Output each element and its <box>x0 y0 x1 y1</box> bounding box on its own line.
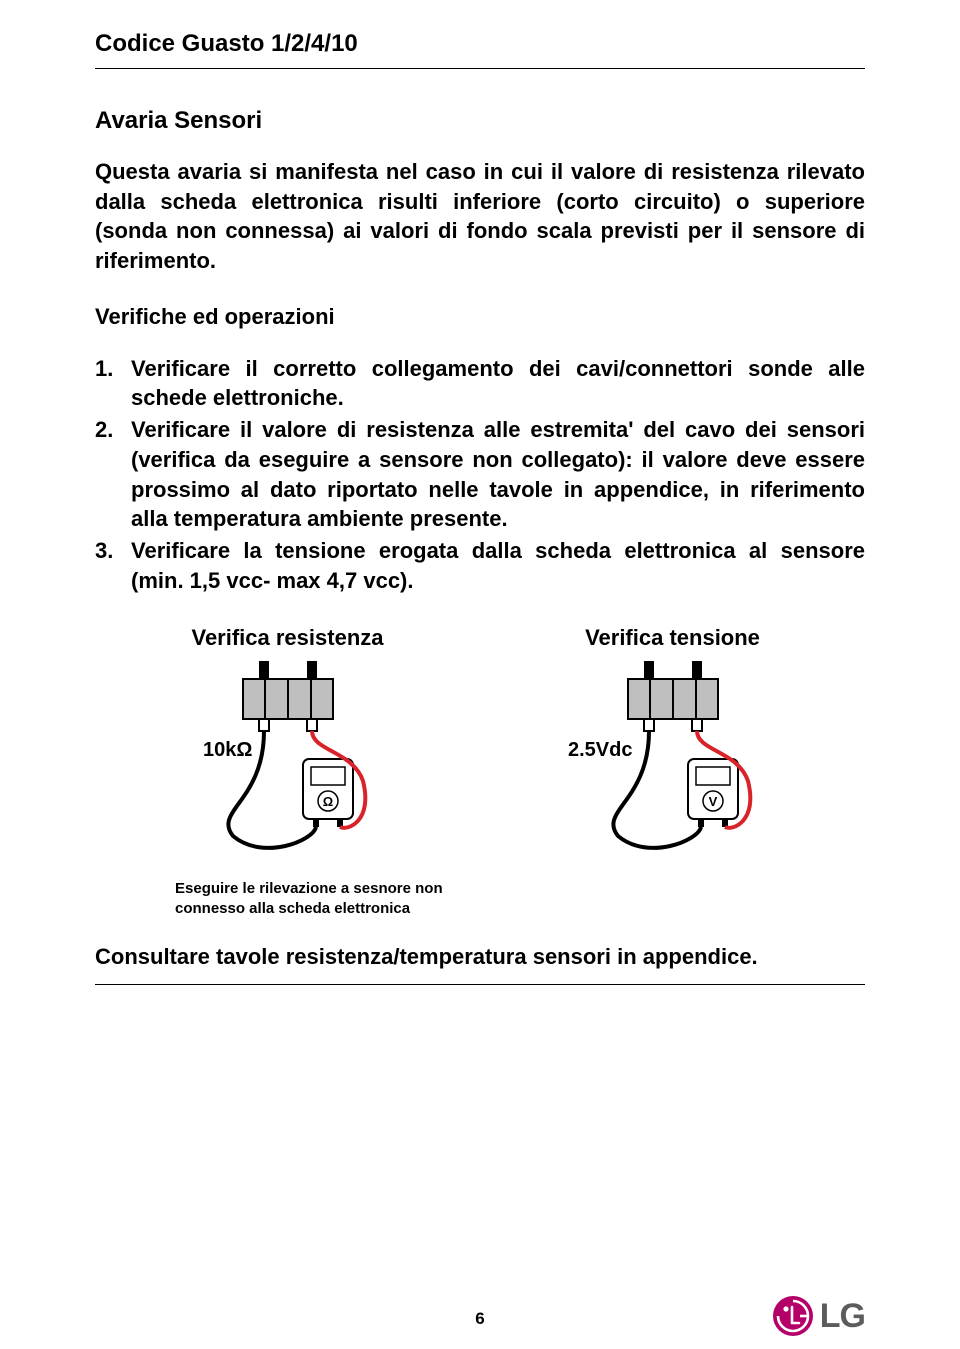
reading-text: 10kΩ <box>203 739 252 761</box>
diagrams-row: Verifica resistenza 10kΩ Ω <box>95 625 865 861</box>
diagram-label: Verifica tensione <box>585 625 760 651</box>
page-title: Codice Guasto 1/2/4/10 <box>95 30 865 58</box>
operations-list: Verificare il corretto collegamento dei … <box>95 354 865 596</box>
lg-face-icon <box>772 1295 814 1337</box>
svg-text:Ω: Ω <box>322 794 332 809</box>
lg-logo: LG <box>772 1295 865 1337</box>
voltage-diagram-svg: 2.5Vdc V <box>558 661 788 861</box>
diagram-voltage: Verifica tensione 2.5Vdc V <box>513 625 833 861</box>
diagram-label: Verifica resistenza <box>191 625 383 651</box>
list-item: Verificare la tensione erogata dalla sch… <box>95 536 865 595</box>
intro-paragraph: Questa avaria si manifesta nel caso in c… <box>95 157 865 276</box>
divider-bottom <box>95 984 865 985</box>
lg-logo-text: LG <box>820 1297 865 1336</box>
diagram-resistance: Verifica resistenza 10kΩ Ω <box>128 625 448 861</box>
reading-text: 2.5Vdc <box>568 739 632 761</box>
svg-text:V: V <box>708 794 717 809</box>
list-item: Verificare il valore di resistenza alle … <box>95 415 865 534</box>
closing-line: Consultare tavole resistenza/temperatura… <box>95 944 865 970</box>
footnote-line: connesso alla scheda elettronica <box>175 900 410 917</box>
footnote: Eseguire le rilevazione a sesnore non co… <box>175 879 865 918</box>
resistance-diagram-svg: 10kΩ Ω <box>173 661 403 861</box>
page-footer: 6 LG <box>0 1309 960 1329</box>
sub-heading: Verifiche ed operazioni <box>95 304 865 330</box>
page-number: 6 <box>475 1309 484 1329</box>
section-heading: Avaria Sensori <box>95 107 865 135</box>
footnote-line: Eseguire le rilevazione a sesnore non <box>175 880 443 897</box>
divider-top <box>95 68 865 69</box>
list-item: Verificare il corretto collegamento dei … <box>95 354 865 413</box>
